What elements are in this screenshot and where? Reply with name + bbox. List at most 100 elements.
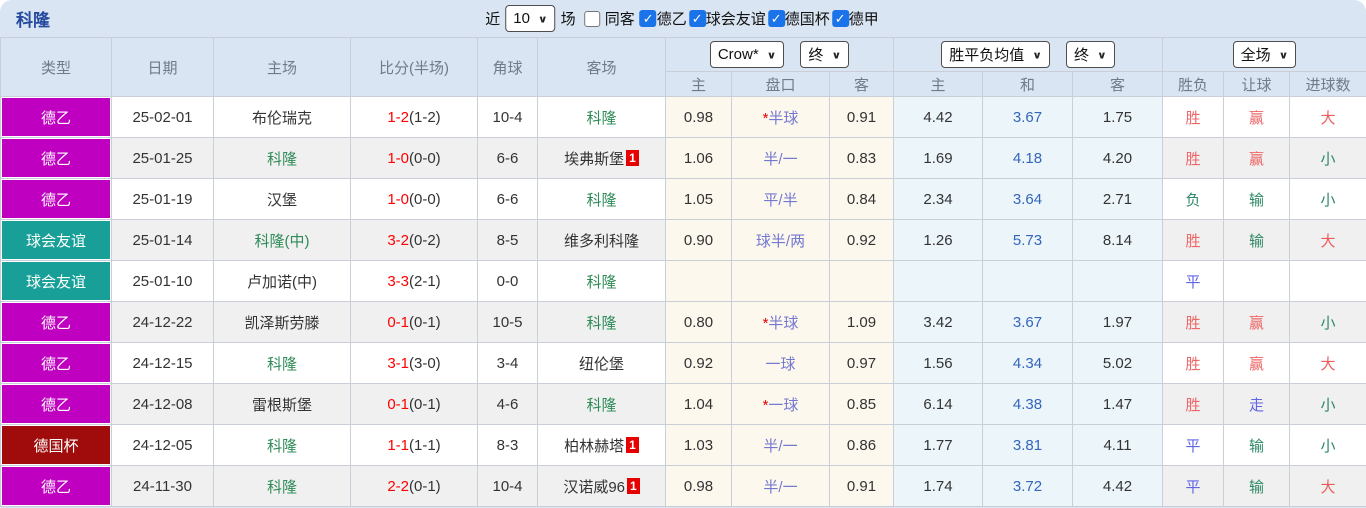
result-cell: 胜 [1162, 342, 1225, 384]
competition-badge: 球会友谊 [2, 221, 110, 259]
halftime-score: (3-0) [409, 354, 441, 372]
handicap-value: 半球 [768, 109, 799, 127]
handicap-cell: *半球 [731, 96, 830, 138]
handicap-result-value: 输 [1249, 232, 1265, 250]
home-team-link[interactable]: 凯泽斯劳滕 [244, 314, 320, 332]
result-value: 胜 [1185, 109, 1201, 127]
home-team-link[interactable]: 卢加诺(中) [247, 273, 317, 291]
odds-away-cell: 1.47 [1072, 383, 1164, 425]
result-value: 平 [1185, 273, 1201, 291]
recent-count-select[interactable]: 10 ∨ [505, 5, 556, 32]
away-team-link[interactable]: 科隆 [586, 314, 617, 332]
away-team-cell: 科隆 [537, 301, 666, 343]
away-team-link[interactable]: 科隆 [586, 191, 617, 209]
check-icon: ✓ [642, 11, 654, 26]
away-team-link[interactable]: 汉诺威96 [563, 478, 625, 496]
home-team-link[interactable]: 布伦瑞克 [251, 109, 312, 127]
bookmaker-select[interactable]: Crow* ∨ [709, 41, 785, 68]
halftime-score: (0-0) [409, 149, 441, 167]
away-team-link[interactable]: 纽伦堡 [578, 355, 624, 373]
red-card-badge: 1 [626, 436, 639, 453]
away-team-link[interactable]: 柏林赫塔 [564, 437, 625, 455]
col-header-score: 比分(半场) [350, 37, 478, 97]
home-team-link[interactable]: 科隆(中) [254, 232, 310, 250]
goals-result-cell: 大 [1289, 342, 1366, 384]
goals-result-value: 大 [1320, 109, 1336, 127]
away-team-link[interactable]: 科隆 [586, 273, 617, 291]
away-team-cell: 维多利科隆 [537, 219, 666, 261]
crow-odds-time-select[interactable]: 终 ∨ [800, 41, 850, 68]
result-value: 胜 [1185, 150, 1201, 168]
away-team-cell: 埃弗斯堡 1 [537, 137, 666, 179]
league-de1-checkbox[interactable]: ✓ [831, 10, 849, 27]
table-row: 德乙 25-02-01 布伦瑞克 1-2(1-2) 10-4 科隆 0.98 *… [0, 96, 1366, 138]
crow-home-odds-cell: 1.06 [665, 137, 732, 179]
fulltime-score: 0-1 [387, 313, 409, 331]
away-team-link[interactable]: 埃弗斯堡 [564, 150, 625, 168]
handicap-cell: 半/一 [731, 465, 830, 507]
goals-result-value: 小 [1320, 191, 1336, 209]
score-cell: 1-0(0-0) [350, 137, 478, 179]
competition-badge: 德乙 [2, 385, 110, 423]
result-cell: 胜 [1162, 219, 1225, 261]
handicap-result-cell: 赢 [1223, 96, 1291, 138]
period-select[interactable]: 全场 ∨ [1232, 41, 1297, 68]
europe-odds-time-value: 终 [1074, 47, 1090, 64]
table-row: 球会友谊 25-01-10 卢加诺(中) 3-3(2-1) 0-0 科隆 平 [0, 260, 1366, 302]
halftime-score: (0-1) [409, 395, 441, 413]
period-select-value: 全场 [1240, 47, 1271, 64]
europe-odds-time-select[interactable]: 终 ∨ [1066, 41, 1115, 68]
col-header-handicap-result: 让球 [1223, 71, 1291, 97]
col-header-crow-handicap: 盘口 [731, 71, 830, 97]
crow-home-odds-cell: 0.98 [665, 465, 732, 507]
odds-draw-cell: 4.18 [982, 137, 1074, 179]
europe-odds-select[interactable]: 胜平负均值 ∨ [941, 41, 1051, 68]
away-team-link[interactable]: 维多利科隆 [563, 232, 639, 250]
handicap-result-value: 输 [1249, 437, 1265, 455]
handicap-result-cell: 输 [1223, 178, 1291, 220]
col-header-odds-away: 客 [1072, 71, 1164, 97]
handicap-result-cell: 输 [1223, 465, 1291, 507]
europe-odds-group-header: 胜平负均值 ∨ 终 ∨ [893, 37, 1164, 72]
check-icon: ✓ [834, 11, 846, 26]
halftime-score: (0-1) [409, 313, 441, 331]
filter-controls: 近 10 ∨ 场 同客 ✓ 德乙 ✓ 球会友谊 ✓ 德国杯 ✓ 德甲 [485, 5, 881, 32]
date-cell: 25-01-19 [111, 178, 214, 220]
home-team-link[interactable]: 科隆 [266, 150, 297, 168]
home-team-link[interactable]: 科隆 [266, 437, 297, 455]
league-de2-checkbox[interactable]: ✓ [639, 10, 657, 27]
chevron-down-icon: ∨ [1097, 48, 1107, 61]
goals-result-cell: 小 [1289, 301, 1366, 343]
goals-result-cell: 小 [1289, 383, 1366, 425]
competition-badge: 德乙 [2, 139, 110, 177]
goals-result-value: 小 [1320, 437, 1336, 455]
away-team-link[interactable]: 科隆 [586, 396, 617, 414]
result-value: 胜 [1185, 314, 1201, 332]
league-filter-de1: ✓ 德甲 [831, 8, 879, 29]
odds-home-cell: 6.14 [893, 383, 984, 425]
home-team-link[interactable]: 科隆 [266, 355, 297, 373]
same-away-checkbox[interactable] [584, 10, 601, 27]
competition-cell: 德乙 [0, 301, 112, 343]
competition-cell: 德乙 [0, 383, 112, 425]
league-friendly-checkbox[interactable]: ✓ [688, 10, 706, 27]
table-row: 德国杯 24-12-05 科隆 1-1(1-1) 8-3 柏林赫塔 1 1.03 … [0, 424, 1366, 466]
away-team-link[interactable]: 科隆 [586, 109, 617, 127]
home-team-cell: 科隆 [213, 424, 351, 466]
home-team-cell: 汉堡 [213, 178, 351, 220]
league-filter-decup: ✓ 德国杯 [767, 8, 830, 29]
odds-home-cell: 1.69 [893, 137, 984, 179]
odds-home-cell: 1.74 [893, 465, 984, 507]
handicap-result-cell: 赢 [1223, 301, 1291, 343]
col-header-home: 主场 [213, 37, 351, 97]
home-team-link[interactable]: 汉堡 [266, 191, 297, 209]
chevron-down-icon: ∨ [766, 48, 777, 61]
topbar: 科隆 近 10 ∨ 场 同客 ✓ 德乙 ✓ 球会友谊 ✓ 德国杯 ✓ [0, 0, 1366, 37]
table-row: 德乙 24-11-30 科隆 2-2(0-1) 10-4 汉诺威96 1 0.98… [0, 465, 1366, 507]
league-decup-checkbox[interactable]: ✓ [767, 10, 785, 27]
home-team-link[interactable]: 科隆 [266, 478, 297, 496]
score-cell: 1-1(1-1) [350, 424, 478, 466]
odds-home-cell: 1.26 [893, 219, 984, 261]
home-team-link[interactable]: 雷根斯堡 [251, 396, 312, 414]
